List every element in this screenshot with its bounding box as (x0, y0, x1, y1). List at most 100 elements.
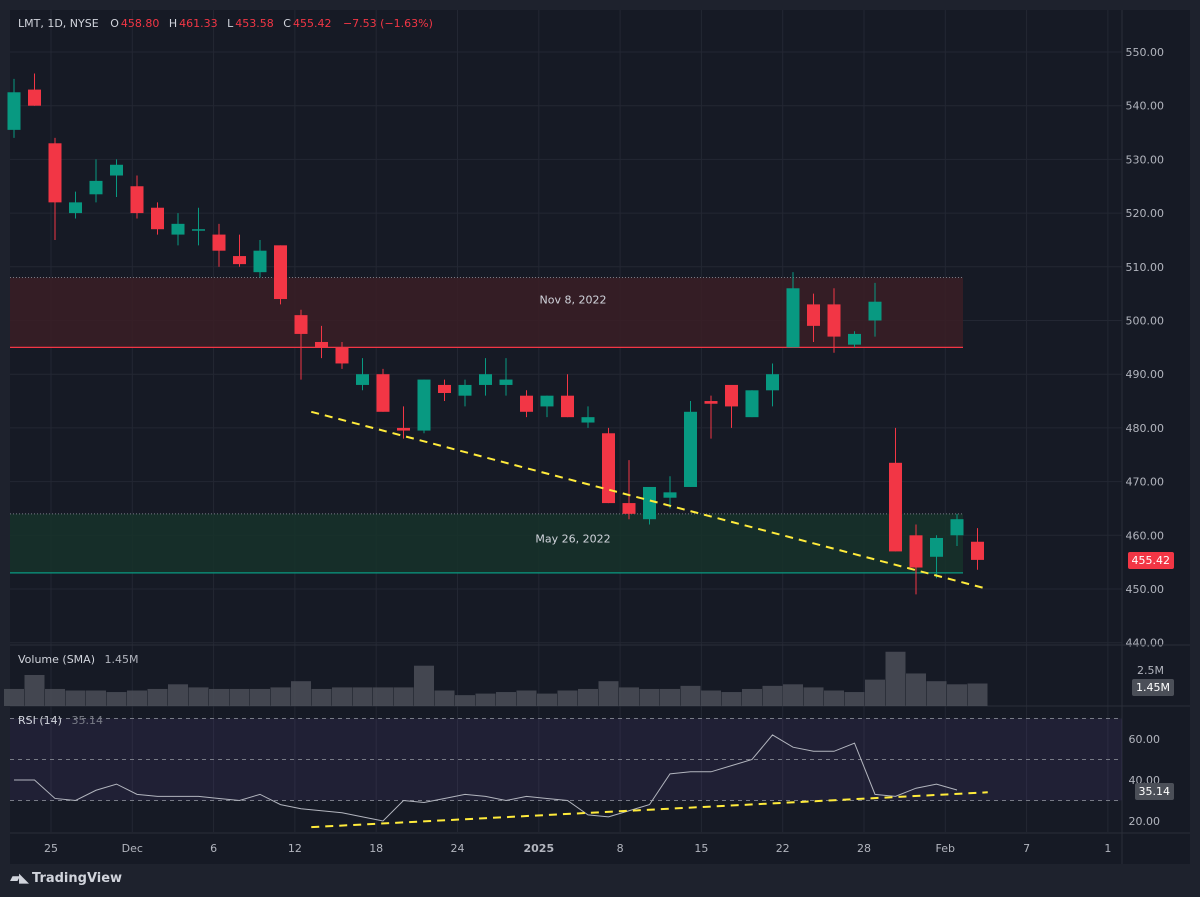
x-tick-label: Dec (122, 842, 143, 855)
last-price-tag: 455.42 (1127, 552, 1174, 569)
y-tick-label: 520.00 (1126, 207, 1165, 220)
rsi-label[interactable]: RSI (14) (18, 714, 62, 727)
volume-bar (352, 687, 373, 706)
volume-bar (721, 692, 742, 706)
resistance-zone (10, 277, 963, 348)
candle-body (520, 395, 533, 412)
x-tick-label: 12 (288, 842, 302, 855)
volume-label[interactable]: Volume (SMA) (18, 653, 95, 666)
close-value: 455.42 (292, 17, 332, 30)
high-value: 461.33 (179, 17, 218, 30)
volume-bar (762, 685, 783, 706)
change-value: −7.53 (−1.63%) (342, 17, 433, 30)
volume-bar (229, 688, 250, 706)
volume-bar (619, 687, 639, 706)
candle-body (69, 202, 82, 214)
low-value: 453.58 (235, 17, 274, 30)
candle-body (581, 417, 595, 423)
x-tick-label: 7 (1023, 842, 1030, 855)
volume-bar (434, 690, 455, 706)
x-tick-label: 2025 (523, 842, 554, 855)
rsi-line (14, 734, 958, 822)
x-tick-label: 22 (776, 842, 790, 855)
volume-bar (680, 685, 701, 706)
x-tick-label: 1 (1104, 842, 1111, 855)
volume-bar (947, 684, 967, 706)
volume-bar (127, 690, 147, 706)
candle-body (274, 245, 287, 300)
candle-body (622, 503, 636, 514)
volume-bar (639, 688, 660, 706)
volume-bar (393, 687, 414, 706)
y-tick-label: 550.00 (1126, 46, 1165, 59)
rsi-value: 35.14 (71, 714, 103, 727)
volume-bar (168, 684, 188, 706)
volume-bar (926, 681, 947, 706)
candle-body (827, 304, 841, 337)
candle-body (294, 315, 308, 334)
candle-body (315, 341, 328, 348)
candle-body (253, 250, 267, 273)
candle-body (848, 333, 861, 345)
candle-body (602, 433, 615, 504)
candle-body (479, 374, 492, 385)
candle-body (130, 186, 144, 214)
volume-bar (147, 688, 168, 706)
candle-body (909, 535, 923, 568)
rsi-tick-label: 20.00 (1129, 815, 1161, 828)
volume-bar (537, 693, 557, 706)
volume-bar (414, 665, 434, 706)
volume-bar (106, 692, 127, 706)
volume-bar (311, 688, 332, 706)
volume-bar (906, 673, 926, 706)
volume-bar (865, 679, 885, 706)
candle-body (766, 374, 779, 391)
price-trendline (310, 410, 989, 590)
candle-body (335, 347, 349, 364)
open-label: O (110, 17, 119, 30)
y-tick-label: 460.00 (1126, 529, 1165, 542)
y-tick-label: 490.00 (1126, 368, 1165, 381)
tradingview-logo[interactable]: ▰◣ TradingView (10, 871, 122, 886)
volume-bar (332, 687, 352, 706)
volume-bar (4, 688, 24, 706)
y-tick-label: 440.00 (1126, 637, 1165, 650)
candle-body (438, 384, 451, 393)
volume-bar (188, 687, 209, 706)
symbol-label[interactable]: LMT, 1D, NYSE (18, 17, 99, 30)
volume-bar (660, 688, 680, 706)
open-value: 458.80 (120, 17, 160, 30)
candle-body (192, 229, 205, 231)
volume-bar (701, 690, 721, 706)
x-tick-label: 15 (694, 842, 708, 855)
rsi-trendline (311, 791, 988, 829)
candle-body (233, 256, 246, 265)
y-tick-label: 450.00 (1126, 583, 1165, 596)
x-tick-label: 28 (857, 842, 871, 855)
candle-body (704, 401, 718, 404)
candle-body (151, 207, 164, 230)
high-label: H (168, 17, 178, 30)
volume-bar (291, 681, 311, 706)
volume-value: 1.45M (104, 653, 139, 666)
x-tick-label: 8 (617, 842, 624, 855)
candle-body (376, 374, 390, 412)
candle-body (786, 288, 800, 348)
brand-label: TradingView (32, 871, 123, 886)
candle-body (397, 427, 410, 431)
candle-body (48, 143, 62, 203)
candle-body (807, 304, 820, 326)
candle-body (499, 379, 513, 385)
y-tick-label: 530.00 (1126, 153, 1165, 166)
volume-bar (516, 690, 537, 706)
volume-bar (803, 687, 824, 706)
volume-tag: 1.45M (1132, 679, 1174, 696)
candle-body (725, 384, 738, 407)
volume-bar (65, 690, 86, 706)
candle-body (643, 486, 656, 520)
volume-bar (742, 688, 762, 706)
tradingview-icon: ▰◣ (10, 871, 29, 886)
